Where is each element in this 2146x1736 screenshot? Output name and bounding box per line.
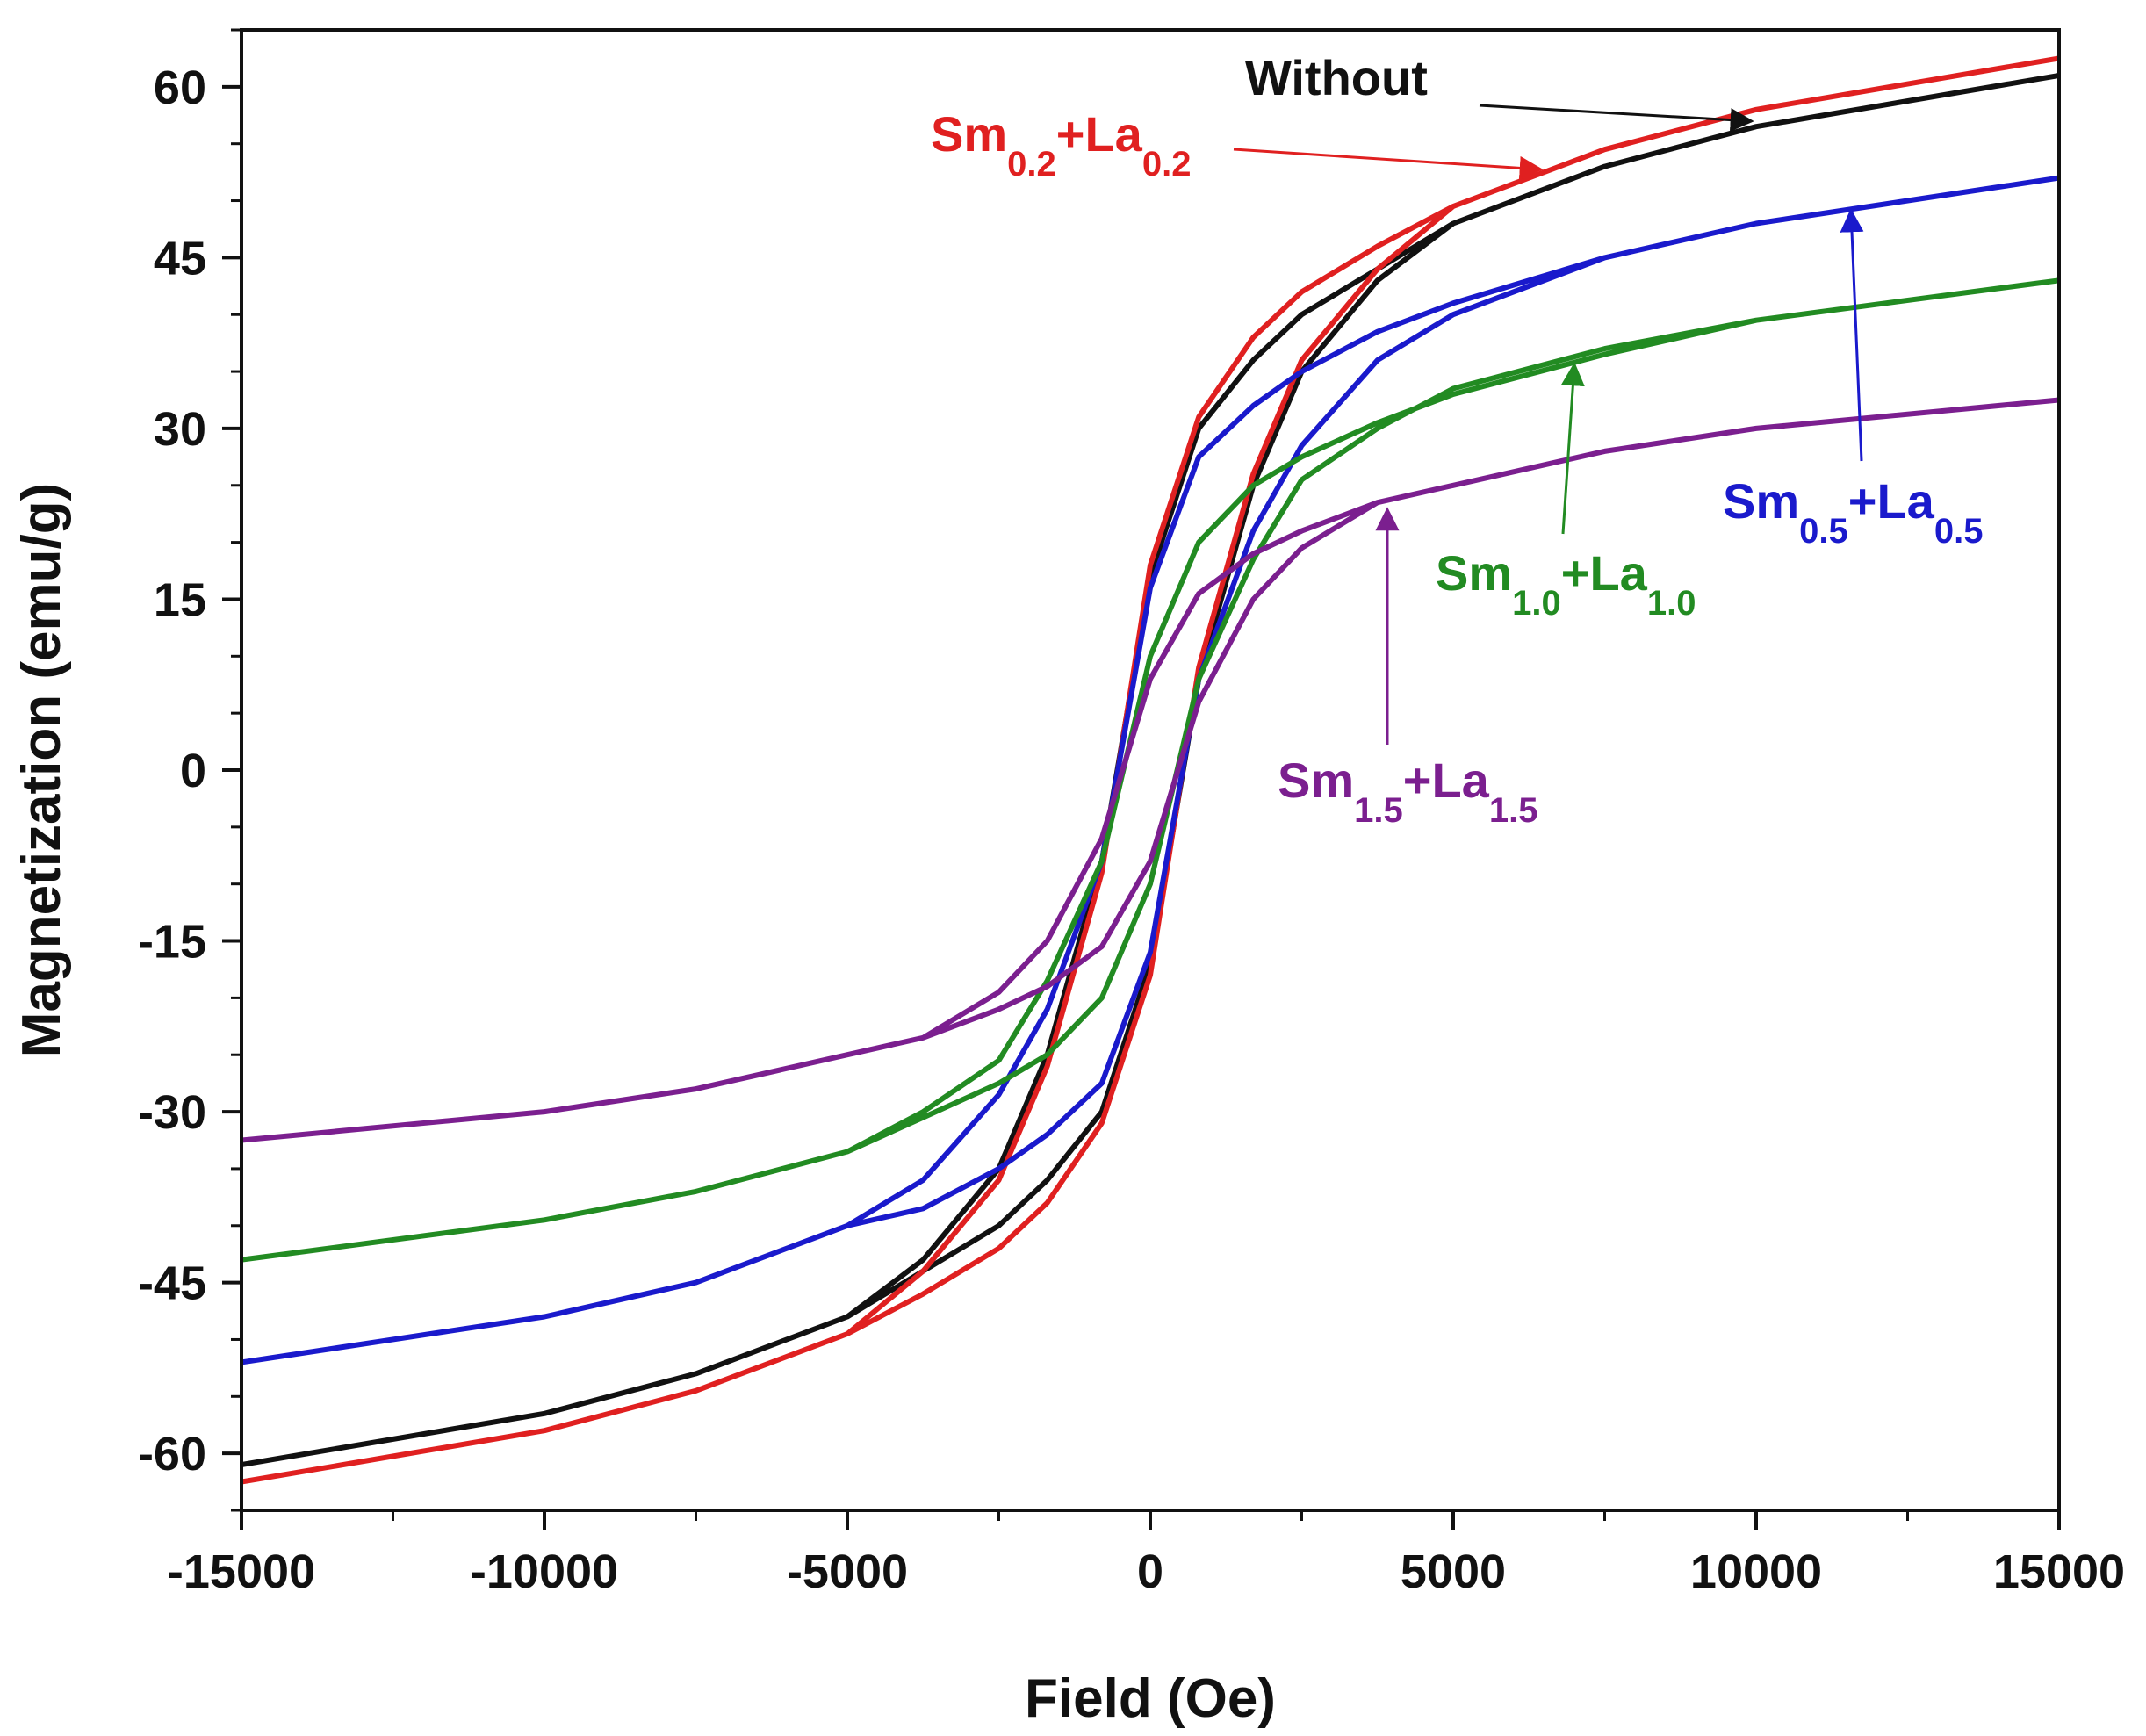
x-tick-label: -10000 xyxy=(471,1545,618,1598)
y-tick-label: 0 xyxy=(180,745,206,797)
arrow-sm05 xyxy=(1840,208,1864,462)
label-sm15-sub1: 1.5 xyxy=(1354,791,1403,830)
arrow-without xyxy=(1479,104,1754,133)
label-sm05-mid: +La xyxy=(1848,473,1935,529)
y-tick-label: -45 xyxy=(138,1257,206,1310)
y-tick-label: 30 xyxy=(154,403,206,456)
y-tick-label: 45 xyxy=(154,232,206,285)
label-without-text: Without xyxy=(1245,50,1428,105)
x-tick-label: 5000 xyxy=(1401,1545,1506,1598)
x-tick-label: -15000 xyxy=(168,1545,315,1598)
label-sm15-main: Sm xyxy=(1278,753,1354,808)
series-line-1 xyxy=(241,55,2059,1485)
label-sm10-main: Sm xyxy=(1436,545,1512,601)
y-tick-label: -30 xyxy=(138,1086,206,1139)
label-sm02-mid: +La xyxy=(1056,106,1143,162)
x-tick-label: -5000 xyxy=(787,1545,908,1598)
x-axis-title: Field (Oe) xyxy=(1025,1668,1276,1729)
label-sm15: Sm1.5+La1.5 xyxy=(1278,753,1537,830)
series-line-0 xyxy=(241,72,2059,1468)
series-line-3 xyxy=(241,277,2059,1263)
series-line-4 xyxy=(241,397,2059,1143)
label-layer: -15000 -10000 -5000 0 5000 10000 15000 -60 -45 -3… xyxy=(138,61,2125,1598)
arrow-sm02 xyxy=(1233,148,1544,180)
label-sm05-sub2: 0.5 xyxy=(1934,512,1984,551)
y-tick-label: 60 xyxy=(154,61,206,114)
label-sm02: Sm0.2+La0.2 xyxy=(931,106,1191,184)
arrow-sm10 xyxy=(1560,362,1585,535)
x-tick-label: 0 xyxy=(1137,1545,1163,1598)
y-tick-label: -60 xyxy=(138,1428,206,1480)
y-tick-label: 15 xyxy=(154,573,206,626)
label-sm02-sub2: 0.2 xyxy=(1142,145,1192,184)
plot-frame xyxy=(240,28,2061,1512)
label-sm10-mid: +La xyxy=(1561,545,1648,601)
label-sm10-sub2: 1.0 xyxy=(1647,584,1696,623)
series-layer xyxy=(241,55,2059,1485)
series-line-2 xyxy=(241,175,2059,1365)
y-axis-title: Magnetization (emu/g) xyxy=(11,483,72,1057)
label-sm05: Sm0.5+La0.5 xyxy=(1723,473,1983,551)
label-sm02-main: Sm xyxy=(931,106,1007,162)
tick-layer xyxy=(222,28,2061,1530)
label-sm02-sub1: 0.2 xyxy=(1007,145,1056,184)
label-sm15-sub2: 1.5 xyxy=(1489,791,1538,830)
label-without: Without xyxy=(1245,50,1428,105)
y-tick-label: -15 xyxy=(138,916,206,969)
annotation-arrows xyxy=(1233,104,1864,745)
label-sm05-main: Sm xyxy=(1723,473,1799,529)
label-sm10-sub1: 1.0 xyxy=(1512,584,1561,623)
label-sm15-mid: +La xyxy=(1403,753,1490,808)
x-tick-label: 15000 xyxy=(1993,1545,2125,1598)
x-tick-label: 10000 xyxy=(1690,1545,1822,1598)
label-sm10: Sm1.0+La1.0 xyxy=(1436,545,1696,623)
label-sm05-sub1: 0.5 xyxy=(1799,512,1848,551)
